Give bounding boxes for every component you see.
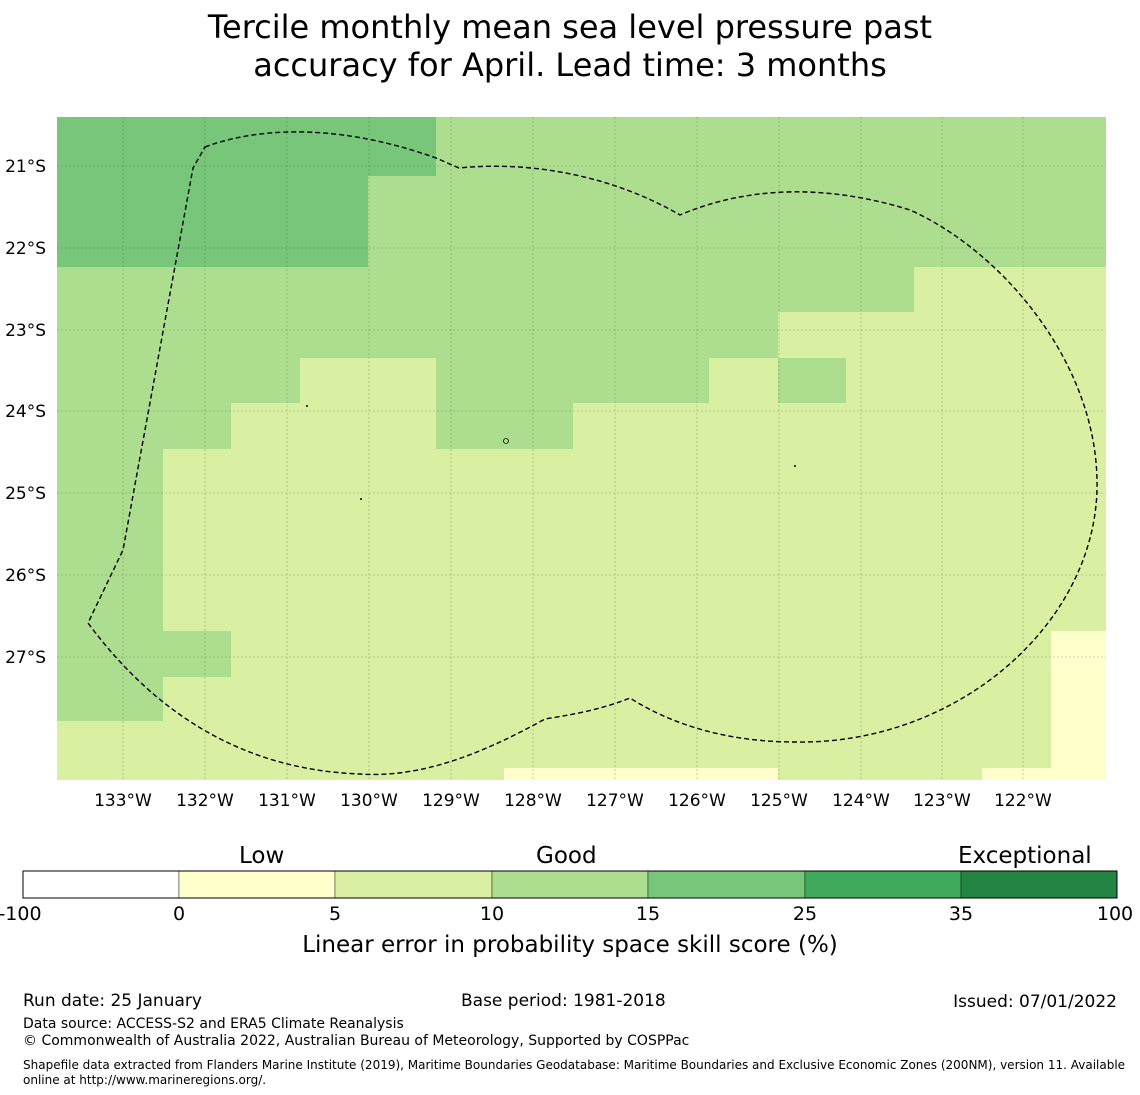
title-line-2: accuracy for April. Lead time: 3 months <box>253 46 887 84</box>
colorbar-tick: 35 <box>948 903 974 925</box>
colorbar-tick: 15 <box>635 903 661 925</box>
lat-label: 23°S <box>5 321 46 341</box>
lon-label: 130°W <box>340 791 398 811</box>
island-markers <box>306 405 796 500</box>
lon-label: 124°W <box>832 791 890 811</box>
data-source: Data source: ACCESS-S2 and ERA5 Climate … <box>23 1016 404 1032</box>
lon-label: 127°W <box>586 791 644 811</box>
run-date: Run date: 25 January <box>23 991 202 1011</box>
colorbar-tick: 5 <box>328 903 342 925</box>
gridlines <box>57 117 1106 780</box>
lat-label: 26°S <box>5 566 46 586</box>
colorbar-tick: 25 <box>792 903 818 925</box>
lon-label: 131°W <box>258 791 316 811</box>
lat-label: 25°S <box>5 484 46 504</box>
colorbar-category-low: Low <box>239 843 285 869</box>
colorbar-frame <box>22 870 1118 899</box>
grid-cell <box>504 768 778 780</box>
lon-label: 125°W <box>750 791 808 811</box>
island-marker <box>306 405 308 407</box>
lat-label: 21°S <box>5 157 46 177</box>
grid-cell <box>1051 631 1106 780</box>
island-marker <box>794 465 796 467</box>
colorbar-tick: 10 <box>479 903 505 925</box>
lon-label: 122°W <box>994 791 1052 811</box>
colorbar <box>22 870 1118 899</box>
eez-boundary <box>87 131 1098 776</box>
colorbar-swatch <box>22 870 180 899</box>
lon-label: 129°W <box>422 791 480 811</box>
colorbar-tick: 0 <box>172 903 186 925</box>
colorbar-swatch <box>334 870 493 899</box>
island-marker <box>503 438 509 444</box>
lon-label: 123°W <box>913 791 971 811</box>
grid-cell <box>57 117 368 267</box>
title-line-1: Tercile monthly mean sea level pressure … <box>207 8 933 46</box>
lon-label: 132°W <box>176 791 234 811</box>
skill-grid <box>57 117 1106 780</box>
shapefile-credit: Shapefile data extracted from Flanders M… <box>23 1058 1126 1087</box>
colorbar-title: Linear error in probability space skill … <box>302 932 838 958</box>
grid-cell <box>436 358 709 403</box>
lat-label: 24°S <box>5 402 46 422</box>
copyright: © Commonwealth of Australia 2022, Austra… <box>23 1033 690 1049</box>
colorbar-category-exceptional: Exceptional <box>958 843 1092 869</box>
axis-labels: 133°W 132°W 131°W 130°W 129°W 128°W 127°W 126°W… <box>5 157 1052 811</box>
issued-date: Issued: 07/01/2022 <box>953 992 1117 1012</box>
grid-cell <box>436 403 573 449</box>
grid-cell <box>778 358 846 403</box>
lat-label: 22°S <box>5 239 46 259</box>
lon-label: 128°W <box>504 791 562 811</box>
colorbar-swatch <box>804 870 962 899</box>
colorbar-category-good: Good <box>536 843 597 869</box>
colorbar-tick: -100 <box>0 903 42 925</box>
colorbar-swatch <box>491 870 649 899</box>
colorbar-swatch <box>960 870 1118 899</box>
colorbar-swatch <box>178 870 336 899</box>
lat-label: 27°S <box>5 648 46 668</box>
grid-cell <box>57 449 163 721</box>
lon-label: 126°W <box>668 791 726 811</box>
grid-cell <box>57 358 300 403</box>
chart-title: Tercile monthly mean sea level pressure … <box>0 8 1140 84</box>
lon-label: 133°W <box>94 791 152 811</box>
grid-cell <box>163 631 231 677</box>
island-marker <box>360 498 362 500</box>
grid-cell <box>982 768 1051 780</box>
base-period: Base period: 1981-2018 <box>461 991 666 1011</box>
colorbar-swatch <box>647 870 806 899</box>
grid-cell <box>57 403 231 449</box>
grid-cell <box>57 267 778 358</box>
colorbar-tick: 100 <box>1096 903 1134 925</box>
